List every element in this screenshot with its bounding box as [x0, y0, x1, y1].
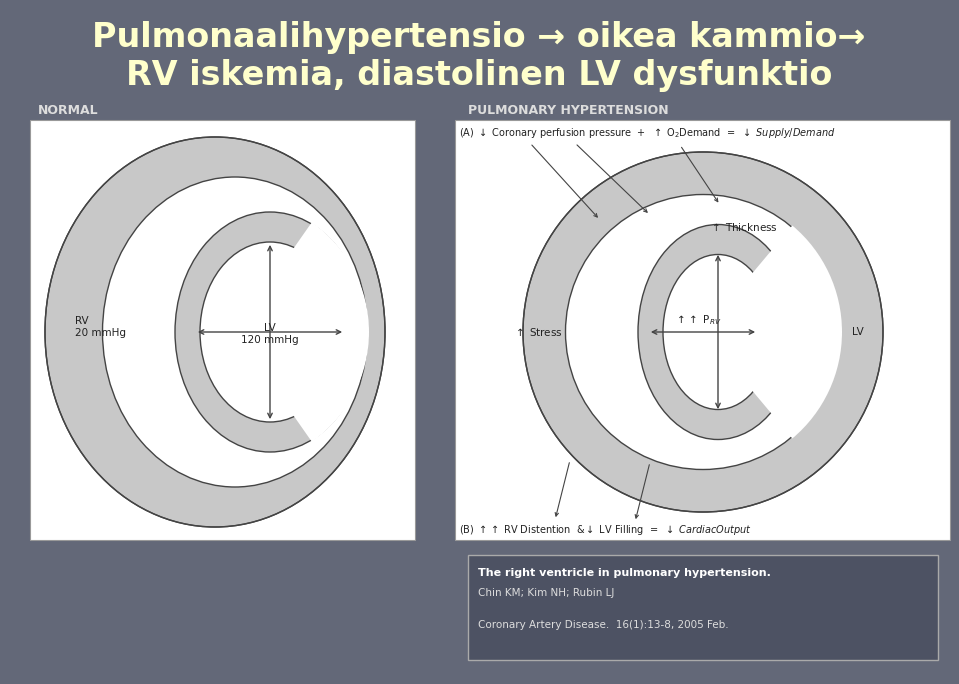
- Text: LV: LV: [853, 327, 864, 337]
- Text: $\uparrow\uparrow$ P$_{RV}$: $\uparrow\uparrow$ P$_{RV}$: [674, 313, 722, 327]
- Ellipse shape: [103, 177, 367, 487]
- Ellipse shape: [663, 254, 773, 410]
- Text: LV
120 mmHg: LV 120 mmHg: [241, 324, 299, 345]
- Ellipse shape: [45, 137, 385, 527]
- Text: PULMONARY HYPERTENSION: PULMONARY HYPERTENSION: [468, 103, 668, 116]
- Ellipse shape: [638, 224, 798, 440]
- Ellipse shape: [566, 194, 840, 469]
- Text: Chin KM; Kim NH; Rubin LJ: Chin KM; Kim NH; Rubin LJ: [478, 588, 615, 598]
- Text: Pulmonaalihypertensio → oikea kammio→: Pulmonaalihypertensio → oikea kammio→: [92, 21, 866, 55]
- Text: The right ventricle in pulmonary hypertension.: The right ventricle in pulmonary hyperte…: [478, 568, 771, 578]
- Text: NORMAL: NORMAL: [38, 103, 99, 116]
- Text: $\uparrow$ Stress: $\uparrow$ Stress: [513, 326, 563, 338]
- Wedge shape: [703, 226, 842, 438]
- Text: $\uparrow$ Thickness: $\uparrow$ Thickness: [709, 221, 778, 233]
- Ellipse shape: [175, 212, 365, 452]
- Bar: [468, 555, 938, 660]
- Text: (B) $\uparrow\uparrow$ RV Distention  &$\downarrow$ LV Filling  =  $\downarrow$ : (B) $\uparrow\uparrow$ RV Distention &$\…: [459, 523, 752, 537]
- Text: RV
20 mmHg: RV 20 mmHg: [75, 316, 126, 338]
- Text: (A) $\downarrow$ Coronary perfusion pressure  +  $\uparrow$ O$_2$Demand  =  $\do: (A) $\downarrow$ Coronary perfusion pres…: [459, 126, 835, 140]
- Ellipse shape: [523, 152, 883, 512]
- Text: Coronary Artery Disease.  16(1):13-8, 2005 Feb.: Coronary Artery Disease. 16(1):13-8, 200…: [478, 620, 729, 630]
- Wedge shape: [235, 222, 369, 442]
- Bar: [455, 120, 950, 540]
- Ellipse shape: [200, 242, 340, 422]
- Bar: [30, 120, 415, 540]
- Text: RV iskemia, diastolinen LV dysfunktio: RV iskemia, diastolinen LV dysfunktio: [126, 59, 832, 92]
